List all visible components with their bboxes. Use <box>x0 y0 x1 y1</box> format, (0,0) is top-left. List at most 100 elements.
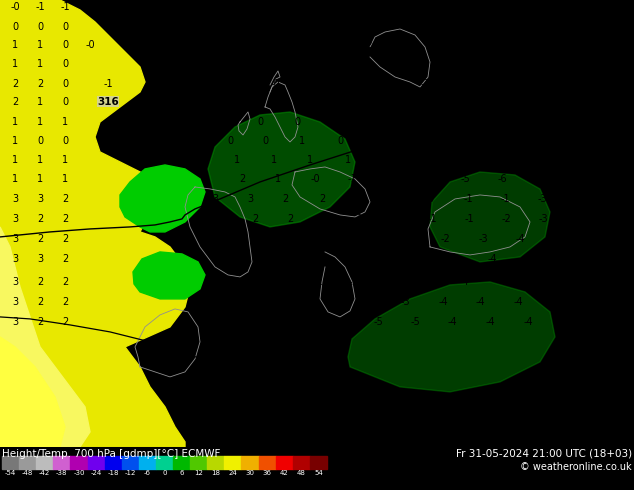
Text: -4: -4 <box>629 194 634 204</box>
Text: -1: -1 <box>427 214 437 224</box>
Text: 2: 2 <box>12 79 18 89</box>
Text: 2: 2 <box>37 317 43 327</box>
Text: -5: -5 <box>611 194 621 204</box>
Text: -2: -2 <box>501 214 511 224</box>
Text: 1: 1 <box>197 155 203 165</box>
Text: 1: 1 <box>345 155 351 165</box>
Bar <box>310 456 327 469</box>
Text: -0: -0 <box>270 79 280 89</box>
Text: 0: 0 <box>187 117 193 127</box>
Text: 6: 6 <box>179 470 184 476</box>
Text: -1: -1 <box>213 59 223 69</box>
Text: -0: -0 <box>10 2 20 12</box>
Text: 1: 1 <box>192 136 198 146</box>
Text: -4: -4 <box>575 194 585 204</box>
Text: 0: 0 <box>37 136 43 146</box>
Text: 0: 0 <box>62 22 68 32</box>
Text: -0: -0 <box>280 97 290 107</box>
Text: -3: -3 <box>567 155 577 165</box>
Text: 1: 1 <box>357 214 363 224</box>
Text: -3: -3 <box>538 214 548 224</box>
Polygon shape <box>0 0 190 447</box>
Text: -1: -1 <box>500 194 510 204</box>
Text: -54: -54 <box>5 470 16 476</box>
Text: -0: -0 <box>499 97 509 107</box>
Bar <box>105 456 122 469</box>
Text: -1: -1 <box>327 297 337 307</box>
Text: -1: -1 <box>397 59 407 69</box>
Bar <box>122 456 139 469</box>
Text: -0: -0 <box>215 40 225 50</box>
Text: 3: 3 <box>12 234 18 244</box>
Text: -2: -2 <box>363 297 373 307</box>
Text: 0: 0 <box>332 117 338 127</box>
Text: -5: -5 <box>460 174 470 184</box>
Text: -4: -4 <box>599 254 609 264</box>
Text: 18: 18 <box>211 470 221 476</box>
Text: -1: -1 <box>36 2 45 12</box>
Bar <box>173 456 190 469</box>
Text: 30: 30 <box>245 470 254 476</box>
Text: -4: -4 <box>447 317 457 327</box>
Text: -38: -38 <box>56 470 68 476</box>
Text: 2: 2 <box>37 234 43 244</box>
Text: 3: 3 <box>37 254 43 264</box>
Text: -12: -12 <box>125 470 136 476</box>
Text: -2: -2 <box>290 40 300 50</box>
Text: -0: -0 <box>180 59 190 69</box>
Bar <box>2 456 19 469</box>
Text: 3: 3 <box>247 194 253 204</box>
Text: -3: -3 <box>629 59 634 69</box>
Text: -1: -1 <box>464 214 474 224</box>
Text: -3: -3 <box>554 117 564 127</box>
Text: 2: 2 <box>12 97 18 107</box>
Text: -1: -1 <box>60 2 70 12</box>
Text: 0: 0 <box>294 117 300 127</box>
Text: 316: 316 <box>97 97 119 107</box>
Text: 2: 2 <box>62 297 68 307</box>
Text: 1: 1 <box>391 194 397 204</box>
Text: -6: -6 <box>497 174 507 184</box>
Text: -4: -4 <box>476 2 485 12</box>
Text: -3: -3 <box>560 136 570 146</box>
Text: -1: -1 <box>629 22 634 32</box>
Text: -2: -2 <box>383 79 393 89</box>
Text: -3: -3 <box>300 22 310 32</box>
Text: -4: -4 <box>455 155 465 165</box>
Text: 1: 1 <box>271 155 277 165</box>
Text: -1: -1 <box>629 79 634 89</box>
Text: 0: 0 <box>280 277 286 287</box>
Text: -4: -4 <box>609 174 619 184</box>
Text: 1: 1 <box>37 40 43 50</box>
Text: 2: 2 <box>355 194 361 204</box>
Polygon shape <box>348 282 555 392</box>
Text: -4: -4 <box>550 297 560 307</box>
Text: 36: 36 <box>262 470 271 476</box>
Bar <box>207 456 224 469</box>
Bar <box>87 456 105 469</box>
Text: -1: -1 <box>403 234 413 244</box>
Text: 0: 0 <box>305 254 311 264</box>
Text: 0: 0 <box>62 97 68 107</box>
Text: -4: -4 <box>515 234 525 244</box>
Text: -3: -3 <box>400 40 410 50</box>
Text: -4: -4 <box>552 234 562 244</box>
Text: 2: 2 <box>319 194 325 204</box>
Text: 1: 1 <box>37 174 43 184</box>
Text: -2: -2 <box>553 2 563 12</box>
Text: -4: -4 <box>485 317 495 327</box>
Text: 42: 42 <box>280 470 288 476</box>
Text: 2: 2 <box>62 317 68 327</box>
Text: -5: -5 <box>535 174 545 184</box>
Text: 0: 0 <box>369 117 375 127</box>
Text: 0: 0 <box>247 97 253 107</box>
Bar <box>156 456 173 469</box>
Text: -3: -3 <box>325 40 335 50</box>
Text: -1: -1 <box>603 155 613 165</box>
Text: -3: -3 <box>537 194 547 204</box>
Text: -4: -4 <box>571 277 581 287</box>
Text: -2: -2 <box>437 40 447 50</box>
Text: 1: 1 <box>62 155 68 165</box>
Text: -3: -3 <box>510 59 520 69</box>
Text: -4: -4 <box>487 254 497 264</box>
